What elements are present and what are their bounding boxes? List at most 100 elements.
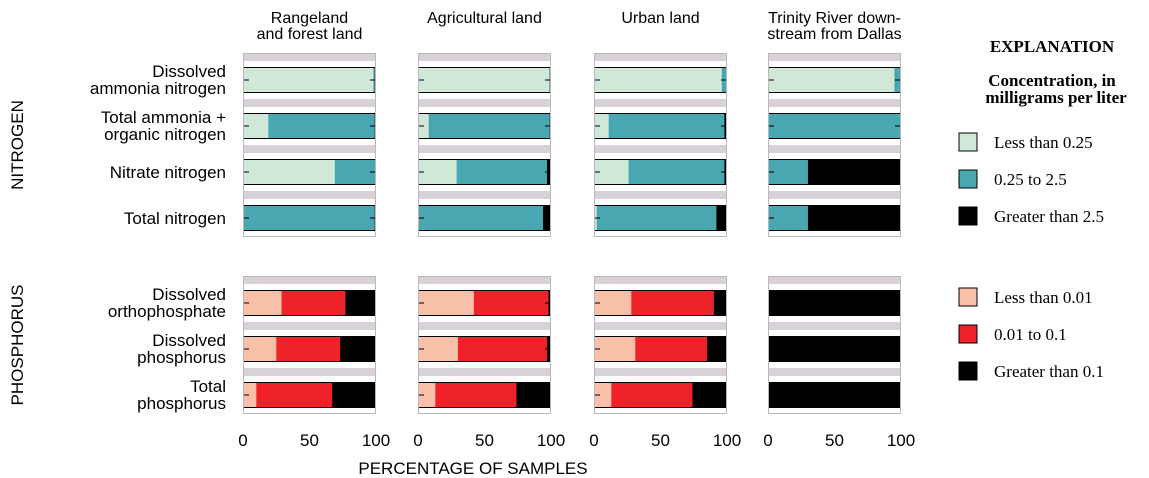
bar-segment-0-01-to-0-1 xyxy=(611,382,693,408)
legend-label-0-25-to-2-5: 0.25 to 2.5 xyxy=(994,170,1067,189)
row-label-dissolved-orthophosphate: Dissolved orthophosphate xyxy=(108,285,226,321)
bar-segment-less-than-0-01 xyxy=(418,290,474,316)
bar-segment-greater-than-2-5 xyxy=(807,205,901,231)
panel-frame xyxy=(768,53,901,237)
legend-swatch-less-than-0-25 xyxy=(958,132,978,152)
panel-3-phosphorus xyxy=(594,276,727,414)
legend-label-greater-than-0-1: Greater than 0.1 xyxy=(994,362,1104,381)
panel-frame xyxy=(243,276,376,414)
bar-segment-0-01-to-0-1 xyxy=(435,382,517,408)
bar-segment-0-25-to-2-5 xyxy=(768,205,808,231)
panel-frame xyxy=(768,276,901,414)
bar-segment-0-25-to-2-5 xyxy=(768,113,901,139)
x-tick-label: 100 xyxy=(887,431,915,450)
bar-segment-0-25-to-2-5 xyxy=(768,159,808,185)
bar-segment-greater-than-2-5 xyxy=(807,159,901,185)
bar-segment-less-than-0-25 xyxy=(243,159,335,185)
bar-segment-0-25-to-2-5 xyxy=(334,159,376,185)
group-label-phosphorus: PHOSPHORUS xyxy=(8,285,27,406)
x-tick-label: 100 xyxy=(537,431,565,450)
panel-3-nitrogen xyxy=(594,53,727,237)
bar-segment-0-01-to-0-1 xyxy=(256,382,333,408)
bar-segment-less-than-0-01 xyxy=(594,382,612,408)
row-label-nitrate-nitrogen: Nitrate nitrogen xyxy=(110,163,226,182)
row-label-total-nitrogen: Total nitrogen xyxy=(124,209,226,228)
legend-label-greater-than-2-5: Greater than 2.5 xyxy=(994,207,1104,226)
panel-title: Urban land xyxy=(621,10,699,27)
panel-frame xyxy=(418,276,551,414)
panel-2-phosphorus xyxy=(418,276,551,414)
x-tick-label: 50 xyxy=(475,431,494,450)
panel-frame xyxy=(418,53,551,237)
bar-segment-less-than-0-25 xyxy=(594,67,722,93)
bar-segment-greater-than-0-1 xyxy=(713,290,727,316)
bar-segment-greater-than-0-1 xyxy=(768,382,901,408)
chart-panels: Rangeland and forest land Agricultural lan… xyxy=(243,10,902,414)
bar-segment-0-01-to-0-1 xyxy=(631,290,714,316)
bar-segment-less-than-0-25 xyxy=(594,113,609,139)
legend-swatch-less-than-0-01 xyxy=(958,287,978,307)
legend-swatch-greater-than-2-5 xyxy=(958,206,978,226)
legend-subtitle-line1: Concentration, in xyxy=(988,71,1116,90)
bar-segment-less-than-0-01 xyxy=(594,336,636,362)
bar-segment-less-than-0-25 xyxy=(418,67,550,93)
bar-segment-0-01-to-0-1 xyxy=(276,336,341,362)
legend-swatch-greater-than-0-1 xyxy=(958,361,978,381)
x-tick-label: 50 xyxy=(651,431,670,450)
legend: EXPLANATION Concentration, in milligrams… xyxy=(958,37,1127,381)
group-labels: NITROGEN PHOSPHORUS xyxy=(8,100,27,405)
bar-segment-0-01-to-0-1 xyxy=(473,290,549,316)
row-label-total-phosphorus: Total phosphorus xyxy=(137,377,226,413)
bar-segment-0-25-to-2-5 xyxy=(628,159,725,185)
bar-segment-0-25-to-2-5 xyxy=(428,113,550,139)
legend-swatch-0-25-to-2-5 xyxy=(958,169,978,189)
bar-segment-less-than-0-01 xyxy=(243,290,282,316)
bar-segment-0-01-to-0-1 xyxy=(281,290,346,316)
bar-segment-less-than-0-25 xyxy=(243,67,374,93)
bar-segment-0-25-to-2-5 xyxy=(596,205,717,231)
bar-segment-less-than-0-01 xyxy=(243,382,257,408)
group-label-nitrogen: NITROGEN xyxy=(8,100,27,190)
panel-4-nitrogen xyxy=(768,53,901,237)
bar-segment-less-than-0-01 xyxy=(418,382,436,408)
x-tick-label: 0 xyxy=(589,431,598,450)
panel-frame xyxy=(594,276,727,414)
x-axis: PERCENTAGE OF SAMPLES 0 50 100 0 50 100 0 50 100… xyxy=(238,431,915,478)
panel-1-phosphorus xyxy=(243,276,376,414)
row-labels: Dissolved ammonia nitrogen Total ammonia +… xyxy=(90,62,226,413)
legend-label-less-than-0-01: Less than 0.01 xyxy=(994,288,1093,307)
bar-segment-0-01-to-0-1 xyxy=(635,336,708,362)
x-tick-label: 100 xyxy=(362,431,390,450)
panel-frame xyxy=(594,53,727,237)
legend-label-less-than-0-25: Less than 0.25 xyxy=(994,133,1093,152)
x-tick-label: 0 xyxy=(413,431,422,450)
row-label-dissolved-ammonia-nitrogen: Dissolved ammonia nitrogen xyxy=(90,62,226,98)
bar-segment-less-than-0-25 xyxy=(418,159,457,185)
x-tick-label: 0 xyxy=(238,431,247,450)
bar-segment-0-25-to-2-5 xyxy=(456,159,548,185)
bar-segment-greater-than-0-1 xyxy=(332,382,376,408)
legend-subtitle-line2: milligrams per liter xyxy=(985,88,1127,107)
bar-segment-0-25-to-2-5 xyxy=(418,205,544,231)
panel-2-nitrogen xyxy=(418,53,551,237)
x-tick-label: 50 xyxy=(825,431,844,450)
panel-4-phosphorus xyxy=(768,276,901,414)
x-tick-label: 100 xyxy=(713,431,741,450)
row-label-total-ammonia-organic-nitrogen: Total ammonia + organic nitrogen xyxy=(101,108,226,144)
legend-label-0-01-to-0-1: 0.01 to 0.1 xyxy=(994,325,1067,344)
x-tick-label: 0 xyxy=(763,431,772,450)
bar-segment-greater-than-0-1 xyxy=(768,290,901,316)
legend-swatch-0-01-to-0-1 xyxy=(958,324,978,344)
bar-segment-0-25-to-2-5 xyxy=(268,113,375,139)
row-label-dissolved-phosphorus: Dissolved phosphorus xyxy=(137,331,226,367)
bar-segment-greater-than-0-1 xyxy=(707,336,727,362)
bar-segment-less-than-0-01 xyxy=(418,336,458,362)
bar-segment-greater-than-0-1 xyxy=(768,336,901,362)
bar-segment-0-25-to-2-5 xyxy=(243,205,375,231)
bar-segment-less-than-0-25 xyxy=(768,67,895,93)
panel-title: Agricultural land xyxy=(427,10,542,27)
legend-title: EXPLANATION xyxy=(990,37,1115,56)
bar-segment-0-25-to-2-5 xyxy=(608,113,725,139)
panel-title: Rangeland and forest land xyxy=(257,10,363,43)
